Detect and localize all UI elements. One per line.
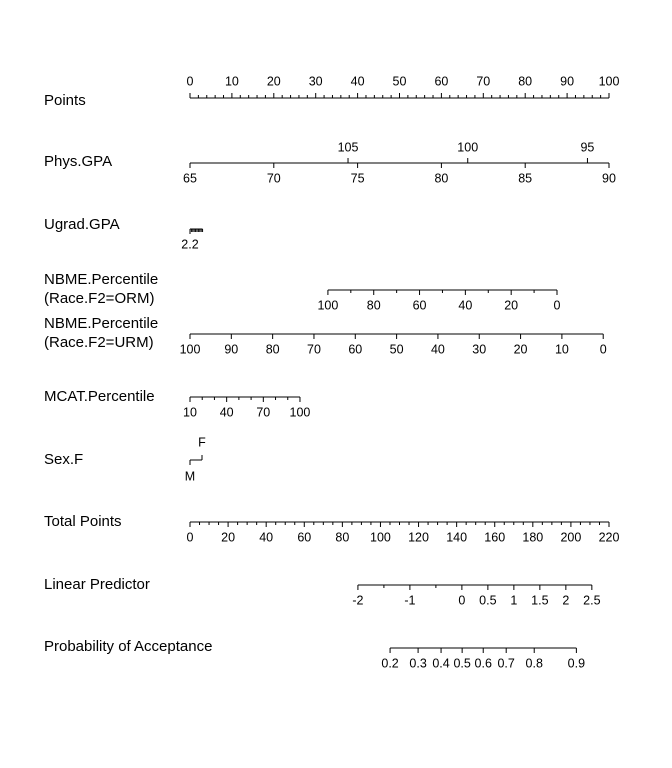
tick-label: 1.5	[531, 593, 548, 607]
row-label: Probability of Acceptance	[44, 638, 212, 655]
tick-label: 2	[562, 593, 569, 607]
tick-label: 0.7	[497, 656, 514, 670]
tick-label: 40	[351, 74, 365, 88]
tick-label: 2.5	[583, 593, 600, 607]
tick-label: -1	[404, 593, 415, 607]
tick-label: 160	[484, 530, 505, 544]
tick-label: 95	[580, 140, 594, 154]
tick-label: 30	[472, 342, 486, 356]
tick-label: 40	[458, 298, 472, 312]
row-label: NBME.Percentile (Race.F2=ORM)	[44, 271, 158, 307]
tick-label: 60	[413, 298, 427, 312]
tick-label: 20	[221, 530, 235, 544]
tick-label: 0	[600, 342, 607, 356]
tick-label: 70	[476, 74, 490, 88]
tick-label: 100	[317, 298, 338, 312]
tick-label: 100	[290, 405, 311, 419]
tick-label: 10	[225, 74, 239, 88]
row-label: Ugrad.GPA	[44, 216, 120, 233]
tick-label: 20	[504, 298, 518, 312]
tick-label: 60	[434, 74, 448, 88]
tick-label: 90	[224, 342, 238, 356]
tick-label: 105	[338, 140, 359, 154]
tick-label: 90	[602, 171, 616, 185]
row-label: Total Points	[44, 513, 122, 530]
row-label: Sex.F	[44, 451, 83, 468]
tick-label: 0.3	[409, 656, 426, 670]
tick-label: 0	[187, 74, 194, 88]
tick-label: 70	[256, 405, 270, 419]
row-label: NBME.Percentile (Race.F2=URM)	[44, 315, 158, 351]
tick-label: 80	[266, 342, 280, 356]
tick-label: 0.5	[479, 593, 496, 607]
tick-label: 0.4	[432, 656, 449, 670]
tick-label: F	[198, 435, 206, 449]
tick-label: 100	[457, 140, 478, 154]
row-label: MCAT.Percentile	[44, 388, 155, 405]
tick-label: 120	[408, 530, 429, 544]
tick-label: 70	[267, 171, 281, 185]
row-label: Phys.GPA	[44, 153, 112, 170]
tick-label: 0.9	[568, 656, 585, 670]
tick-label: 2.2	[181, 237, 198, 251]
tick-label: M	[185, 469, 195, 483]
tick-label: 1	[510, 593, 517, 607]
tick-label: 60	[348, 342, 362, 356]
tick-label: 60	[297, 530, 311, 544]
tick-label: 40	[431, 342, 445, 356]
row-label-line: (Race.F2=ORM)	[44, 290, 154, 307]
tick-label: 65	[183, 171, 197, 185]
tick-label: 140	[446, 530, 467, 544]
tick-label: 20	[514, 342, 528, 356]
tick-label: 200	[560, 530, 581, 544]
tick-label: 50	[393, 74, 407, 88]
row-label-line: NBME.Percentile	[44, 315, 158, 332]
tick-label: 180	[522, 530, 543, 544]
tick-label: 40	[259, 530, 273, 544]
row-label: Points	[44, 92, 86, 109]
tick-label: 80	[367, 298, 381, 312]
tick-label: 100	[370, 530, 391, 544]
tick-label: 100	[599, 74, 620, 88]
tick-label: -2	[352, 593, 363, 607]
tick-label: 90	[560, 74, 574, 88]
row-label: Linear Predictor	[44, 576, 150, 593]
tick-label: 0	[187, 530, 194, 544]
tick-label: 0	[458, 593, 465, 607]
tick-label: 50	[390, 342, 404, 356]
row-label-line: (Race.F2=URM)	[44, 334, 154, 351]
tick-label: 0.2	[381, 656, 398, 670]
tick-label: 220	[599, 530, 620, 544]
tick-label: 20	[267, 74, 281, 88]
tick-label: 70	[307, 342, 321, 356]
tick-label: 40	[220, 405, 234, 419]
tick-label: 80	[518, 74, 532, 88]
tick-label: 100	[180, 342, 201, 356]
tick-label: 0.6	[475, 656, 492, 670]
tick-label: 0.8	[526, 656, 543, 670]
tick-label: 0.5	[453, 656, 470, 670]
tick-label: 10	[183, 405, 197, 419]
tick-label: 10	[555, 342, 569, 356]
tick-label: 0	[554, 298, 561, 312]
tick-label: 75	[351, 171, 365, 185]
tick-label: 30	[309, 74, 323, 88]
tick-label: 80	[335, 530, 349, 544]
tick-label: 85	[518, 171, 532, 185]
tick-label: 80	[434, 171, 448, 185]
row-label-line: NBME.Percentile	[44, 271, 158, 288]
